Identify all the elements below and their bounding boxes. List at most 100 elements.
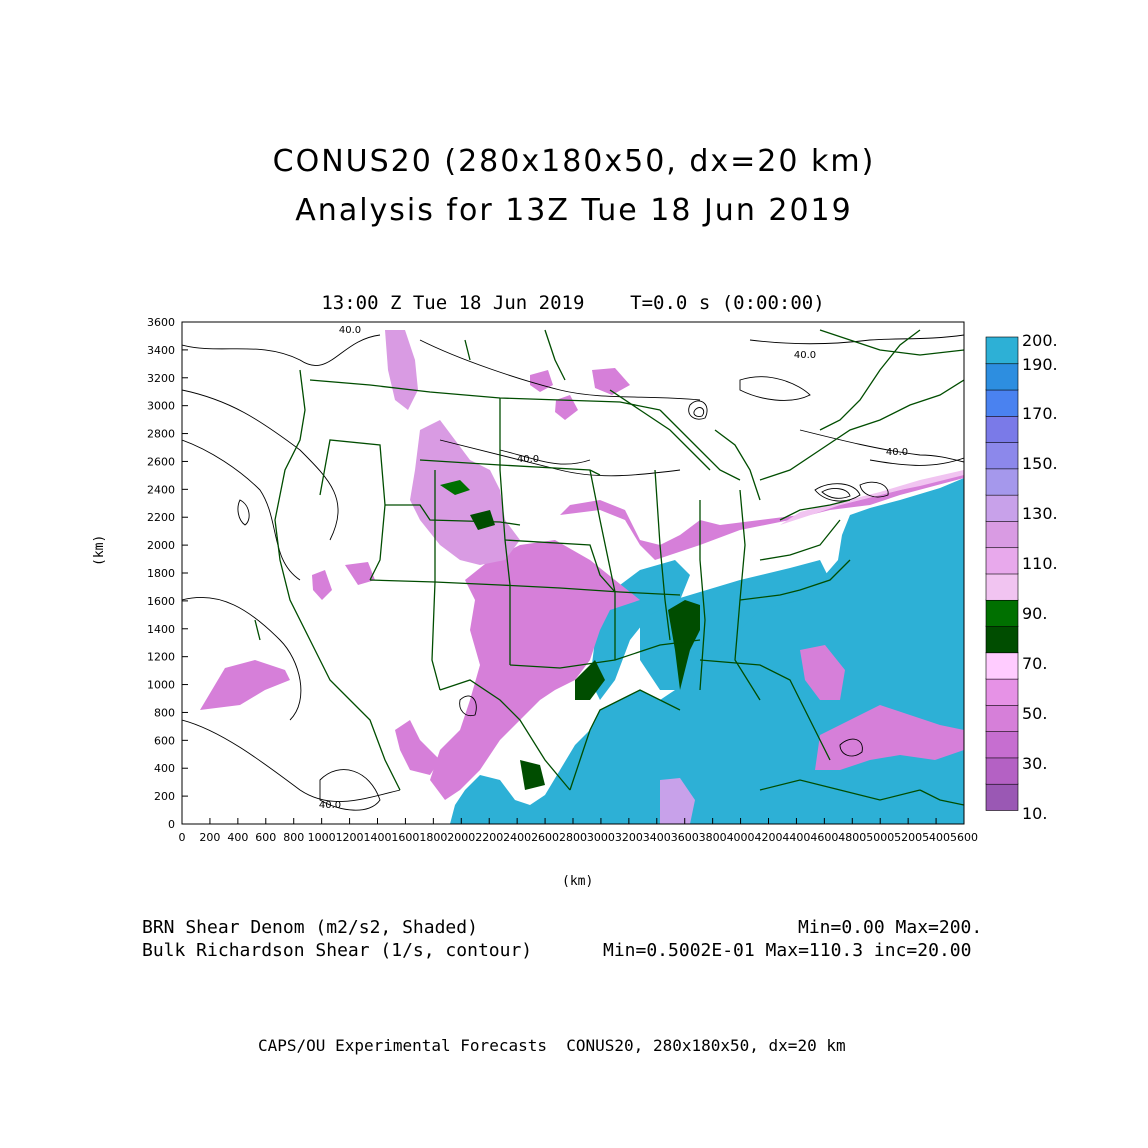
legend-contour-field: Bulk Richardson Shear (1/s, contour) bbox=[142, 940, 533, 961]
x-tick-label: 4000 bbox=[727, 831, 755, 844]
y-tick-label: 1800 bbox=[147, 567, 175, 580]
canada-purple-3 bbox=[555, 395, 578, 420]
colorbar-swatch bbox=[985, 783, 1019, 811]
y-axis: 0 200 400 600 800 1000 1200 1400 1600 1800 2000 220… bbox=[147, 316, 188, 831]
x-tick-label: 4800 bbox=[838, 831, 866, 844]
legend-shaded-field: BRN Shear Denom (m2/s2, Shaded) bbox=[142, 917, 478, 938]
colorbar-swatch bbox=[985, 757, 1019, 785]
y-tick-label: 2600 bbox=[147, 455, 175, 468]
colorbar-swatch bbox=[985, 546, 1019, 575]
y-tick-label: 2800 bbox=[147, 428, 175, 441]
y-tick-label: 1600 bbox=[147, 595, 175, 608]
legend-shaded-range: Min=0.00 Max=200. bbox=[798, 917, 983, 938]
florida-purple bbox=[800, 645, 845, 700]
x-tick-label: 2200 bbox=[475, 831, 503, 844]
x-tick-label: 1800 bbox=[419, 831, 447, 844]
colorbar-swatch bbox=[985, 441, 1019, 470]
x-tick-label: 1200 bbox=[336, 831, 364, 844]
contour-label: 40.0 bbox=[886, 447, 908, 458]
colorbar: 200. 190. 170. 150. 130. 110. 90. 70. 50. 30. 10. bbox=[985, 331, 1058, 823]
x-tick-label: 400 bbox=[227, 831, 248, 844]
y-tick-label: 1200 bbox=[147, 651, 175, 664]
colorbar-label: 90. bbox=[1022, 604, 1047, 623]
rockies-purple-shading bbox=[410, 420, 520, 565]
chart-title-line2: Analysis for 13Z Tue 18 Jun 2019 bbox=[295, 193, 853, 228]
x-tick-label: 2800 bbox=[559, 831, 587, 844]
colorbar-label: 200. bbox=[1022, 331, 1058, 350]
colorbar-swatch bbox=[985, 362, 1019, 391]
colorbar-label: 190. bbox=[1022, 355, 1058, 374]
pacific-purple-shading bbox=[200, 660, 290, 710]
colorbar-swatch bbox=[985, 336, 1019, 365]
x-tick-label: 600 bbox=[255, 831, 276, 844]
colorbar-swatch bbox=[985, 520, 1019, 549]
x-tick-label: 2000 bbox=[447, 831, 475, 844]
light-pink-edge bbox=[780, 470, 964, 525]
colorbar-swatch bbox=[985, 652, 1019, 680]
nevada-purple-1 bbox=[312, 570, 332, 600]
contour-label: 40.0 bbox=[517, 454, 539, 465]
x-tick-label: 5400 bbox=[922, 831, 950, 844]
x-tick-label: 4400 bbox=[782, 831, 810, 844]
colorbar-swatch bbox=[985, 678, 1019, 706]
x-tick-label: 4200 bbox=[755, 831, 783, 844]
colorbar-label: 50. bbox=[1022, 704, 1047, 723]
x-tick-label: 3200 bbox=[615, 831, 643, 844]
y-tick-label: 3200 bbox=[147, 372, 175, 385]
central-purple-shading bbox=[430, 540, 640, 800]
chart-title-line1: CONUS20 (280x180x50, dx=20 km) bbox=[272, 144, 876, 179]
political-boundaries bbox=[254, 329, 964, 806]
x-tick-label: 3400 bbox=[643, 831, 671, 844]
y-tick-label: 2200 bbox=[147, 511, 175, 524]
contour-labels: 40.0 40.0 40.0 40.0 40.0 bbox=[319, 325, 908, 811]
y-tick-label: 2400 bbox=[147, 483, 175, 496]
colorbar-swatch bbox=[985, 415, 1019, 443]
colorbar-swatch bbox=[985, 730, 1019, 759]
x-tick-label: 5000 bbox=[866, 831, 894, 844]
footer-credit: CAPS/OU Experimental Forecasts CONUS20, … bbox=[258, 1036, 846, 1055]
y-tick-label: 3400 bbox=[147, 344, 175, 357]
colorbar-label: 10. bbox=[1022, 804, 1047, 823]
green-band-2 bbox=[440, 480, 470, 495]
x-tick-label: 0 bbox=[179, 831, 186, 844]
colorbar-label: 150. bbox=[1022, 454, 1058, 473]
colorbar-swatch bbox=[985, 625, 1019, 654]
colorbar-label: 110. bbox=[1022, 554, 1058, 573]
x-tick-label: 5600 bbox=[950, 831, 978, 844]
green-band-1 bbox=[668, 600, 700, 690]
y-tick-label: 3600 bbox=[147, 316, 175, 329]
colorbar-label: 70. bbox=[1022, 654, 1047, 673]
arizona-purple bbox=[395, 720, 440, 775]
contour-label: 40.0 bbox=[339, 325, 361, 336]
x-tick-label: 200 bbox=[199, 831, 220, 844]
y-tick-label: 400 bbox=[154, 762, 175, 775]
colorbar-swatch bbox=[985, 599, 1019, 627]
colorbar-swatch bbox=[985, 573, 1019, 601]
green-band-3 bbox=[470, 510, 495, 530]
contour-lines bbox=[182, 334, 964, 811]
y-tick-label: 200 bbox=[154, 790, 175, 803]
x-tick-label: 3800 bbox=[699, 831, 727, 844]
y-tick-label: 1400 bbox=[147, 623, 175, 636]
legend-contour-range: Min=0.5002E-01 Max=110.3 inc=20.00 bbox=[603, 940, 972, 961]
contour-label: 40.0 bbox=[319, 800, 341, 811]
caribbean-purple bbox=[660, 778, 695, 824]
x-tick-label: 5200 bbox=[894, 831, 922, 844]
colorbar-swatch bbox=[985, 389, 1019, 417]
colorbar-label: 130. bbox=[1022, 504, 1058, 523]
x-tick-label: 2600 bbox=[531, 831, 559, 844]
nevada-purple-2 bbox=[345, 562, 375, 585]
bahamas-purple bbox=[815, 705, 964, 770]
colorbar-swatch bbox=[985, 704, 1019, 732]
canada-purple-2 bbox=[592, 368, 630, 395]
x-axis: 0 200 400 600 800 1000 1200 1400 1600 1800 2000 220… bbox=[179, 818, 978, 844]
valid-time-subtitle: 13:00 Z Tue 18 Jun 2019 T=0.0 s (0:00:00… bbox=[321, 292, 825, 314]
y-tick-label: 800 bbox=[154, 706, 175, 719]
x-tick-label: 1000 bbox=[308, 831, 336, 844]
y-axis-label: (km) bbox=[92, 534, 107, 566]
green-band-4 bbox=[575, 660, 605, 700]
x-tick-label: 3000 bbox=[587, 831, 615, 844]
x-tick-label: 4600 bbox=[810, 831, 838, 844]
x-tick-label: 3600 bbox=[671, 831, 699, 844]
